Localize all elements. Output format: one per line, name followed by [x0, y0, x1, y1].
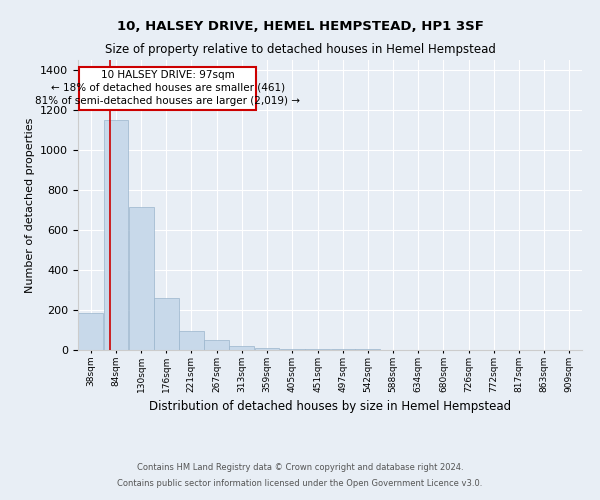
Text: Size of property relative to detached houses in Hemel Hempstead: Size of property relative to detached ho…	[104, 42, 496, 56]
Bar	[204, 340, 229, 350]
Bar	[280, 349, 305, 350]
Text: Contains HM Land Registry data © Crown copyright and database right 2024.: Contains HM Land Registry data © Crown c…	[137, 464, 463, 472]
Y-axis label: Number of detached properties: Number of detached properties	[25, 118, 35, 292]
Text: 81% of semi-detached houses are larger (2,019) →: 81% of semi-detached houses are larger (…	[35, 96, 300, 106]
Text: ← 18% of detached houses are smaller (461): ← 18% of detached houses are smaller (46…	[50, 82, 284, 92]
Text: Contains public sector information licensed under the Open Government Licence v3: Contains public sector information licen…	[118, 478, 482, 488]
Bar	[331, 349, 355, 350]
FancyBboxPatch shape	[79, 67, 256, 110]
Bar	[229, 346, 254, 350]
Bar	[355, 349, 380, 350]
Bar	[154, 298, 179, 350]
Bar	[129, 207, 154, 350]
X-axis label: Distribution of detached houses by size in Hemel Hempstead: Distribution of detached houses by size …	[149, 400, 511, 413]
Bar	[104, 120, 128, 350]
Bar	[305, 349, 330, 350]
Bar	[78, 313, 103, 350]
Text: 10, HALSEY DRIVE, HEMEL HEMPSTEAD, HP1 3SF: 10, HALSEY DRIVE, HEMEL HEMPSTEAD, HP1 3…	[116, 20, 484, 33]
Bar	[179, 331, 203, 350]
Bar	[255, 348, 280, 350]
Text: 10 HALSEY DRIVE: 97sqm: 10 HALSEY DRIVE: 97sqm	[101, 70, 235, 80]
